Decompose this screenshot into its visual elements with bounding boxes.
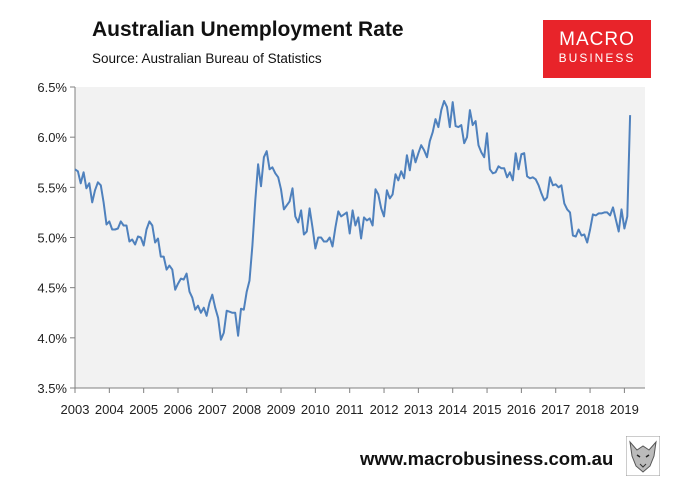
wolf-icon	[625, 435, 661, 477]
x-tick-label: 2010	[301, 402, 330, 417]
chart-title: Australian Unemployment Rate	[92, 18, 404, 41]
x-tick-label: 2004	[95, 402, 124, 417]
y-tick-label: 3.5%	[37, 381, 67, 396]
y-tick-label: 5.5%	[37, 180, 67, 195]
y-axis: 3.5% 4.0% 4.5% 5.0% 5.5% 6.0% 6.5%	[37, 80, 76, 396]
x-tick-label: 2016	[507, 402, 536, 417]
x-tick-label: 2009	[267, 402, 296, 417]
x-tick-label: 2014	[438, 402, 467, 417]
x-tick-label: 2005	[129, 402, 158, 417]
series-line-unemployment-rate	[74, 100, 632, 341]
unemployment-line-chart: 3.5%4.0%4.5%5.0%5.5%6.0%6.5% 2003 2004 200…	[37, 80, 645, 417]
y-tick-label: 5.0%	[37, 231, 67, 246]
series-group	[74, 100, 632, 341]
x-axis: 2003 2004 2005 2006 2007 2008 2009 2010 2011 2012…	[61, 387, 645, 417]
x-tick-label: 2018	[576, 402, 605, 417]
x-tick-label: 2007	[198, 402, 227, 417]
x-tick-label: 2011	[336, 402, 364, 417]
y-tick-label: 6.5%	[37, 80, 67, 95]
chart-subtitle: Source: Australian Bureau of Statistics	[92, 51, 322, 66]
x-tick-label: 2019	[610, 402, 639, 417]
x-tick-label: 2008	[232, 402, 261, 417]
brand-logo: MACRO BUSINESS	[543, 20, 651, 78]
y-tick-label: 4.5%	[37, 281, 67, 296]
x-tick-label: 2015	[473, 402, 502, 417]
logo-text-business: BUSINESS	[558, 51, 636, 65]
x-tick-label: 2017	[541, 402, 570, 417]
y-tick-label: 4.0%	[37, 331, 67, 346]
x-tick-label: 2012	[370, 402, 399, 417]
logo-text-macro: MACRO	[559, 29, 635, 50]
x-tick-label: 2003	[61, 402, 90, 417]
website-url: www.macrobusiness.com.au	[360, 448, 614, 469]
x-tick-label: 2013	[404, 402, 433, 417]
y-tick-label: 6.0%	[37, 130, 67, 145]
x-tick-label: 2006	[164, 402, 193, 417]
